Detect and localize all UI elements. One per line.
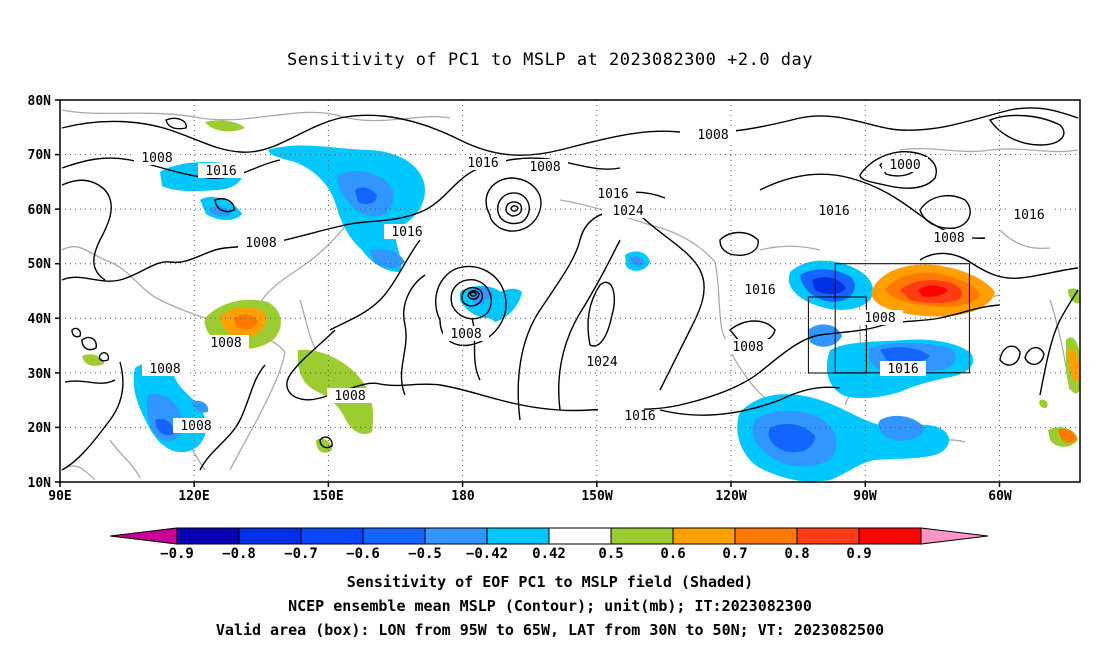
colorbar-cell [424,527,488,545]
contour-label: 1016 [744,283,775,298]
lat-label: 10N [28,476,52,491]
lat-label: 70N [28,148,52,163]
colorbar-label: −0.42 [466,546,508,562]
lat-label: 50N [28,257,52,272]
contour-label: 1008 [245,236,276,251]
colorbar-cell [548,527,612,545]
colorbar-cell [486,527,550,545]
lat-label: 80N [28,94,52,109]
caption-line-1: Sensitivity of EOF PC1 to MSLP field (Sh… [346,573,754,591]
map-title: Sensitivity of PC1 to MSLP at 2023082300… [286,50,813,70]
lat-label: 60N [28,203,52,218]
colorbar-over-triangle [920,527,989,545]
colorbar-cell [362,527,426,545]
contour-label: 1016 [391,225,422,240]
colorbar-label: 0.7 [722,546,747,562]
colorbar-under-triangle [109,527,178,545]
lat-label: 30N [28,367,52,382]
contour-label: 1016 [818,204,849,219]
contour-label: 1016 [624,409,655,424]
lat-label: 20N [28,421,52,436]
axis-ticks [55,99,1001,487]
caption-line-2: NCEP ensemble mean MSLP (Contour); unit(… [288,597,812,615]
lat-axis: 80N 70N 60N 50N 40N 30N 20N 10N [28,94,52,491]
contour-label: 1008 [141,151,172,166]
colorbar-cell [238,527,302,545]
contour-label: 1008 [864,311,895,326]
lat-label: 40N [28,312,52,327]
contour-label: 1024 [612,204,643,219]
colorbar-label: 0.6 [660,546,685,562]
lon-label: 150W [581,489,612,504]
contour-label: 1008 [732,340,763,355]
colorbar-label: −0.9 [160,546,194,562]
colorbar-label: 0.9 [846,546,871,562]
contour-label: 1024 [586,355,617,370]
lon-label: 120E [178,489,209,504]
colorbar-cell [672,527,736,545]
contour-labels: 1008 1016 1008 1016 1016 1008 1016 1008 … [134,127,1052,434]
lon-label: 180 [451,489,475,504]
colorbar-label: 0.5 [598,546,623,562]
colorbar-label: −0.5 [408,546,442,562]
colorbar-label: 0.8 [784,546,809,562]
contour-label: 1008 [529,160,560,175]
contour-label: 1016 [1013,208,1044,223]
colorbar-label: −0.6 [346,546,380,562]
lon-axis: 90E 120E 150E 180 150W 120W 90W 60W [48,489,1012,504]
colorbar-cell [796,527,860,545]
contour-label: 1008 [334,389,365,404]
contour-label: 1008 [450,327,481,342]
colorbar-cell [176,527,240,545]
lon-label: 150E [312,489,343,504]
map-frame [59,99,1081,483]
contour-label: 1016 [205,164,236,179]
colorbar-label: −0.7 [284,546,318,562]
colorbar: −0.9 −0.8 −0.7 −0.6 −0.5 −0.42 0.42 0.5 0.6 0.7 0.… [109,527,989,562]
valid-area-inner-box [807,296,867,374]
lon-label: 90W [853,489,877,504]
lon-label: 90E [48,489,71,504]
colorbar-cell [610,527,674,545]
lon-label: 60W [988,489,1012,504]
contour-label: 1008 [180,419,211,434]
contour-label: 1016 [887,362,918,377]
colorbar-label: −0.8 [222,546,256,562]
contour-label: 1016 [467,156,498,171]
contour-label: 1008 [210,336,241,351]
contour-label: 1008 [149,362,180,377]
contour-label: 1008 [697,128,728,143]
contour-label: 1000 [889,158,920,173]
contour-label: 1016 [597,187,628,202]
colorbar-cell [300,527,364,545]
colorbar-label: 0.42 [532,546,566,562]
contour-label: 1008 [933,231,964,246]
colorbar-cell [734,527,798,545]
caption-line-3: Valid area (box): LON from 95W to 65W, L… [215,621,885,639]
colorbar-cell [858,527,922,545]
lon-label: 120W [715,489,746,504]
